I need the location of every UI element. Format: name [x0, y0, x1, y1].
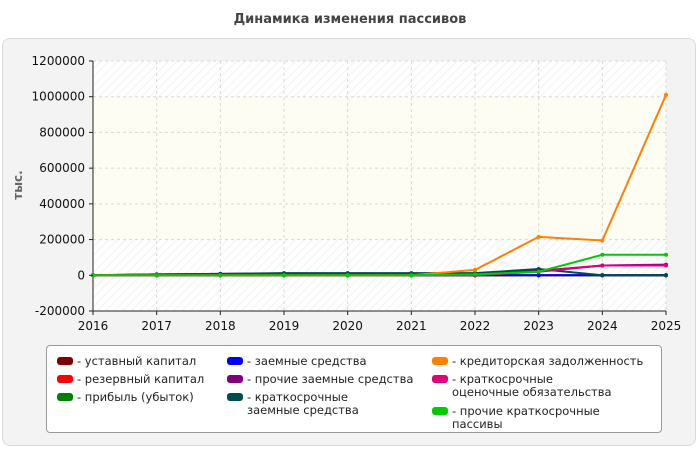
y-tick-label: 1200000: [32, 54, 85, 68]
series-кредиторская-задолженность-point: [473, 267, 477, 272]
series-краткосрочные-заемные-средства-point: [600, 273, 605, 278]
legend-swatch: [57, 357, 73, 365]
legend-swatch: [432, 375, 448, 383]
x-tick-label: 2016: [78, 319, 109, 333]
x-tick-label: 2017: [141, 319, 172, 333]
plot-band: [93, 96, 666, 240]
series-прочие-краткосрочные-пассивы-point: [282, 273, 286, 278]
legend-item: - резервный капитал: [57, 373, 227, 386]
legend-swatch: [227, 375, 243, 383]
series-заемные-средства-point: [536, 273, 541, 278]
legend-item: - кредиторская задолженность: [432, 355, 657, 368]
series-прочие-краткосрочные-пассивы-point: [664, 252, 668, 257]
series-прочие-краткосрочные-пассивы-point: [473, 272, 477, 277]
legend-swatch: [57, 375, 73, 383]
legend-swatch: [57, 393, 73, 401]
legend-item: - краткосрочные оценочные обязательства: [432, 373, 617, 399]
x-tick-label: 2018: [205, 319, 236, 333]
legend-item: - прибыль (убыток): [57, 391, 227, 404]
legend-label: - заемные средства: [247, 354, 367, 368]
legend-label: - резервный капитал: [77, 372, 205, 386]
legend-label: - краткосрочные оценочные обязательства: [452, 372, 612, 399]
series-краткосрочные-оценочные-обязательства-point: [600, 263, 605, 268]
series-краткосрочные-заемные-средства-line: [92, 268, 666, 277]
y-tick-label: 200000: [39, 233, 85, 247]
series-прочие-краткосрочные-пассивы-point: [600, 252, 605, 257]
legend-swatch: [432, 407, 448, 415]
legend-label: - прочие краткосрочные пассивы: [452, 404, 600, 431]
y-tick-label: 0: [77, 268, 85, 282]
y-tick-label: 1000000: [32, 90, 85, 104]
legend-label: - прочие заемные средства: [247, 372, 414, 386]
legend-swatch: [227, 393, 243, 401]
x-tick-label: 2022: [460, 319, 491, 333]
series-кредиторская-задолженность-point: [664, 92, 668, 97]
x-tick-label: 2020: [332, 319, 363, 333]
series-кредиторская-задолженность-point: [536, 234, 541, 239]
legend: - уставный капитал - резервный капитал - п…: [46, 345, 662, 433]
legend-item: - уставный капитал: [57, 355, 227, 368]
y-tick-label: 400000: [39, 197, 85, 211]
x-tick-label: 2021: [396, 319, 427, 333]
legend-label: - уставный капитал: [77, 354, 197, 368]
series-прочие-краткосрочные-пассивы-point: [218, 273, 223, 278]
series-краткосрочные-заемные-средства-point: [664, 273, 668, 278]
y-tick-label: 600000: [39, 161, 85, 175]
x-tick-label: 2025: [651, 319, 682, 333]
series-прочие-краткосрочные-пассивы-point: [345, 273, 350, 278]
legend-item: - прочие заемные средства: [227, 373, 417, 386]
y-tick-label: -200000: [35, 304, 85, 318]
x-tick-label: 2024: [587, 319, 618, 333]
legend-label: - краткосрочные заемные средства: [247, 390, 359, 417]
series-краткосрочные-оценочные-обязательства-point: [664, 263, 668, 268]
legend-item: - краткосрочные заемные средства: [227, 391, 402, 417]
legend-swatch: [432, 357, 448, 365]
series-прочие-краткосрочные-пассивы-point: [154, 273, 159, 278]
legend-swatch: [227, 357, 243, 365]
y-axis-label: тыс.: [11, 170, 25, 199]
y-tick-label: 800000: [39, 125, 85, 139]
series-прочие-краткосрочные-пассивы-line: [93, 253, 666, 277]
series-прочие-краткосрочные-пассивы-point: [536, 269, 541, 274]
series-кредиторская-задолженность-point: [600, 238, 605, 243]
legend-label: - прибыль (убыток): [77, 390, 194, 404]
x-tick-label: 2023: [523, 319, 554, 333]
legend-label: - кредиторская задолженность: [452, 354, 644, 368]
legend-item: - прочие краткосрочные пассивы: [432, 405, 617, 431]
x-tick-label: 2019: [269, 319, 300, 333]
chart-title: Динамика изменения пассивов: [233, 12, 467, 27]
series-прочие-краткосрочные-пассивы-point: [409, 273, 414, 278]
legend-item: - заемные средства: [227, 355, 417, 368]
